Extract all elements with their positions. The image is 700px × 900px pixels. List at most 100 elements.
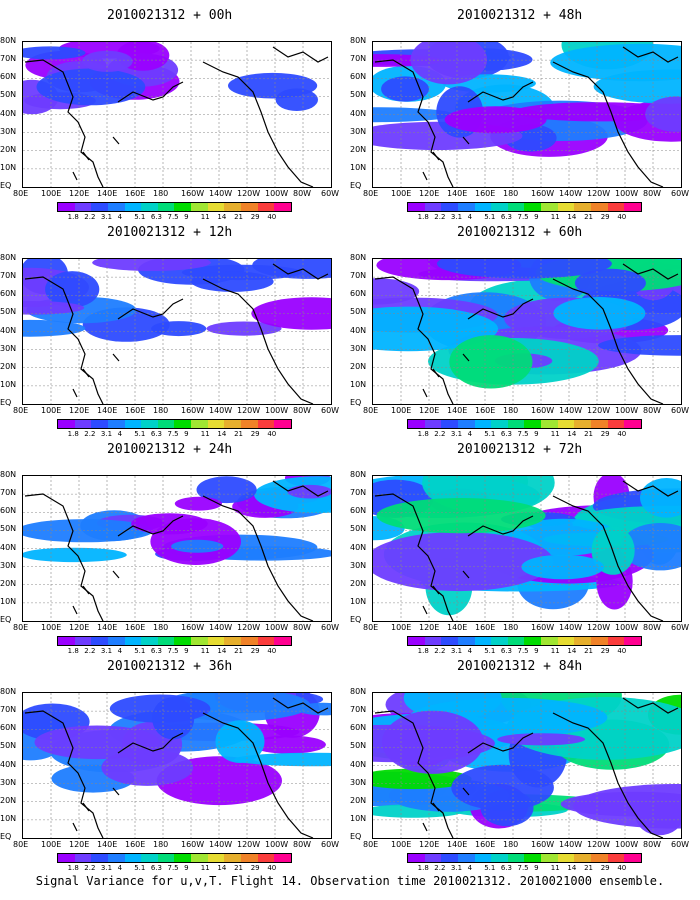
- colorbar-swatch: [107, 637, 125, 645]
- longitude-label: 80E: [13, 406, 29, 415]
- colorbar-swatch: [91, 203, 108, 211]
- colorbar-swatch: [624, 203, 641, 211]
- colorbar-swatch: [157, 420, 175, 428]
- longitude-label: 60W: [321, 840, 340, 849]
- latitude-label: 30N: [0, 126, 17, 136]
- longitude-label: 140W: [209, 189, 233, 198]
- longitude-label: 60W: [671, 840, 690, 849]
- colorbar-tick-label: 9: [184, 213, 189, 221]
- panel-title: 2010021312 + 84h: [457, 659, 583, 674]
- latitude-label: 30N: [0, 560, 17, 570]
- latitude-label: 80N: [350, 253, 367, 262]
- longitude-label: 80E: [13, 840, 29, 849]
- latitude-label: 60N: [350, 289, 367, 299]
- latitude-label: 40N: [0, 108, 17, 118]
- colorbar-swatch: [541, 203, 558, 211]
- latitude-label: 50N: [350, 524, 367, 534]
- colorbar-tick-label: 4: [467, 864, 473, 872]
- colorbar-swatch: [474, 420, 492, 428]
- colorbar: [57, 636, 292, 646]
- colorbar-tick-label: 6.3: [500, 430, 512, 438]
- latitude-label: EQ: [350, 832, 362, 841]
- colorbar-swatch: [141, 203, 158, 211]
- longitude-label: 160W: [181, 406, 205, 415]
- panel-title: 2010021312 + 36h: [107, 659, 233, 674]
- colorbar-swatch: [74, 203, 92, 211]
- colorbar: [57, 419, 292, 429]
- colorbar-tick-label: 40: [617, 430, 627, 438]
- colorbar-swatch: [174, 854, 192, 862]
- colorbar-tick-label: 11: [200, 647, 210, 655]
- colorbar-tick-label: 4: [117, 864, 123, 872]
- colorbar-swatch: [74, 854, 92, 862]
- colorbar-tick-label: 14: [567, 213, 577, 221]
- colorbar-tick-label: 9: [184, 647, 189, 655]
- colorbar: [407, 636, 642, 646]
- latitude-label: 40N: [350, 108, 367, 118]
- colorbar-tick-label: 2.2: [434, 647, 446, 655]
- latitude-label: 80N: [350, 687, 367, 696]
- longitude-label: 120E: [69, 623, 90, 632]
- latitude-label: 30N: [0, 777, 17, 787]
- map-plot: [23, 42, 331, 187]
- colorbar-tick-label: 14: [567, 647, 577, 655]
- colorbar-tick-label: 21: [234, 213, 243, 221]
- colorbar-tick-label: 21: [234, 430, 243, 438]
- colorbar-tick-label: 40: [267, 647, 277, 655]
- colorbar-tick-label: 29: [250, 647, 260, 655]
- colorbar-tick-label: 6.3: [150, 864, 162, 872]
- map-plot: [373, 259, 681, 404]
- panel-title: 2010021312 + 00h: [107, 8, 233, 23]
- colorbar-tick-label: 14: [217, 213, 227, 221]
- colorbar-swatch: [474, 637, 492, 645]
- longitude-label: 100E: [391, 189, 412, 198]
- colorbar-tick-label: 2.2: [84, 430, 96, 438]
- colorbar-tick-label: 3.1: [100, 213, 113, 221]
- longitude-label: 140E: [447, 406, 468, 415]
- panel-title: 2010021312 + 60h: [457, 225, 583, 240]
- colorbar-tick-label: 14: [567, 430, 577, 438]
- map-plot: [373, 693, 681, 838]
- longitude-label: 80E: [363, 406, 379, 415]
- longitude-label: 60W: [671, 189, 690, 198]
- longitude-label: 140E: [97, 406, 118, 415]
- colorbar-tick-label: 14: [217, 430, 227, 438]
- colorbar-swatch: [241, 637, 258, 645]
- longitude-label: 120W: [587, 189, 611, 198]
- colorbar-tick-label: 3.1: [450, 864, 463, 872]
- latitude-label: EQ: [0, 615, 12, 624]
- longitude-label: 160E: [475, 189, 496, 198]
- panel-title: 2010021312 + 72h: [457, 442, 583, 457]
- colorbar-swatch: [241, 203, 258, 211]
- colorbar-swatch: [574, 637, 592, 645]
- longitude-label: 80W: [643, 189, 662, 198]
- latitude-label: 20N: [350, 578, 367, 588]
- colorbar-tick-label: 14: [217, 864, 227, 872]
- map-panel: [372, 258, 682, 405]
- latitude-label: 40N: [350, 759, 367, 769]
- panel-title: 2010021312 + 24h: [107, 442, 233, 457]
- colorbar-tick-label: 6.3: [150, 430, 162, 438]
- colorbar-tick-label: 7.5: [517, 213, 529, 221]
- colorbar-swatch: [257, 203, 275, 211]
- latitude-label: 80N: [0, 253, 17, 262]
- colorbar-tick-label: 6.3: [150, 213, 162, 221]
- colorbar-tick-label: 4: [467, 213, 473, 221]
- latitude-label: 30N: [350, 343, 367, 353]
- colorbar-swatch: [124, 854, 142, 862]
- latitude-label: EQ: [0, 181, 12, 190]
- latitude-label: EQ: [350, 181, 362, 190]
- latitude-label: EQ: [350, 615, 362, 624]
- colorbar-tick-label: 4: [117, 213, 123, 221]
- colorbar-tick-label: 1.8: [67, 647, 79, 655]
- colorbar-tick-label: 40: [617, 647, 627, 655]
- panel-title: 2010021312 + 12h: [107, 225, 233, 240]
- colorbar-swatch: [274, 637, 291, 645]
- colorbar-swatch: [191, 637, 208, 645]
- latitude-label: EQ: [0, 398, 12, 407]
- colorbar-tick-label: 11: [200, 864, 210, 872]
- colorbar-swatch: [74, 420, 92, 428]
- longitude-label: 100E: [41, 406, 62, 415]
- longitude-label: 140W: [559, 840, 583, 849]
- longitude-label: 160W: [181, 189, 205, 198]
